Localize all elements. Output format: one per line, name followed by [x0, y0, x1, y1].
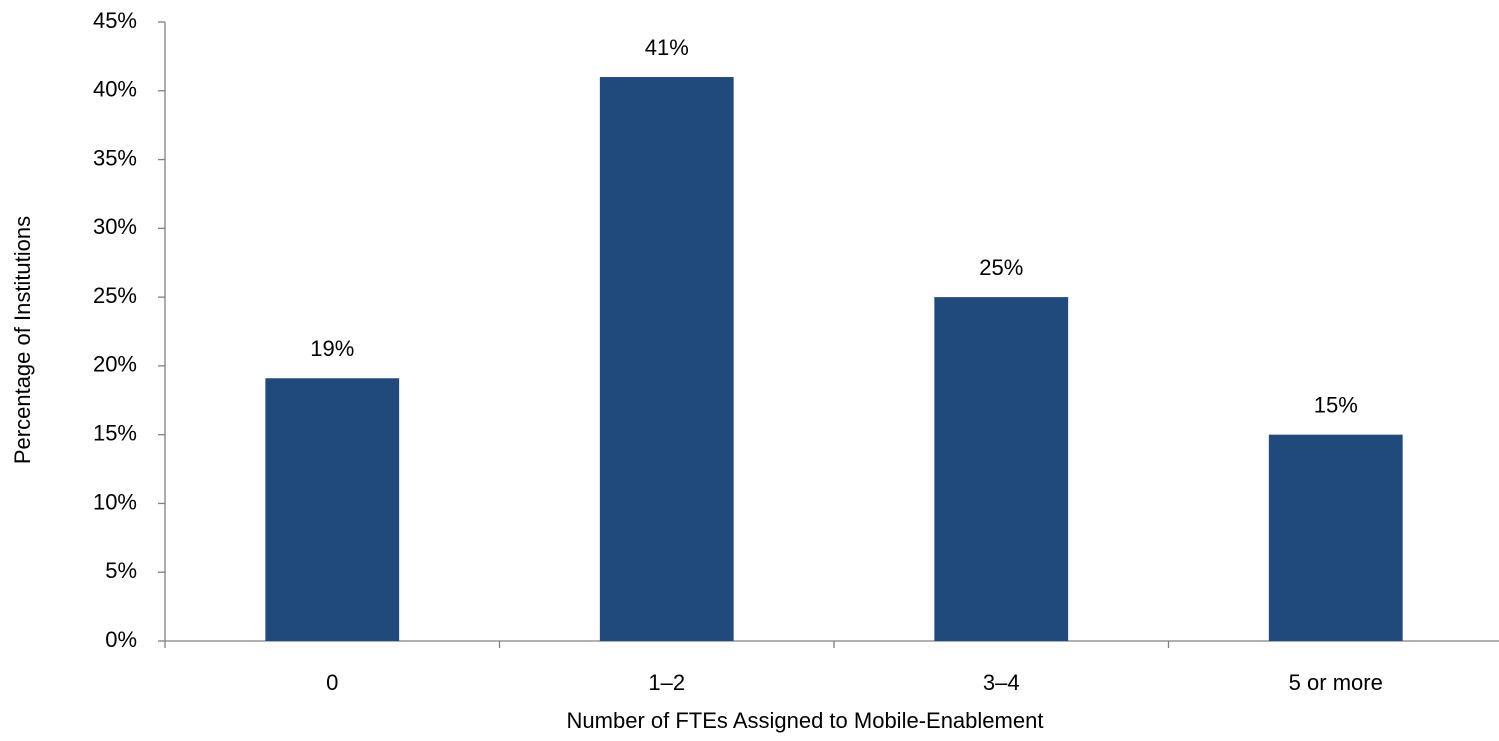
x-tick-label: 0	[326, 670, 338, 695]
y-tick-label: 0%	[105, 627, 137, 652]
y-axis-title: Percentage of Institutions	[10, 216, 35, 464]
y-tick-label: 10%	[93, 489, 137, 514]
y-tick-label: 30%	[93, 214, 137, 239]
data-label: 25%	[979, 255, 1023, 280]
y-tick-label: 35%	[93, 145, 137, 170]
data-label: 41%	[645, 35, 689, 60]
y-tick-label: 25%	[93, 283, 137, 308]
y-tick-label: 5%	[105, 558, 137, 583]
data-label: 19%	[310, 336, 354, 361]
x-tick-label: 3–4	[983, 670, 1020, 695]
y-tick-label: 45%	[93, 8, 137, 33]
y-tick-label: 20%	[93, 352, 137, 377]
x-tick-label: 1–2	[648, 670, 685, 695]
bar	[265, 378, 400, 641]
x-axis-title: Number of FTEs Assigned to Mobile-Enable…	[567, 708, 1044, 733]
bar	[934, 297, 1069, 641]
x-tick-label: 5 or more	[1289, 670, 1383, 695]
data-label: 15%	[1314, 392, 1358, 417]
bar	[599, 77, 734, 642]
y-tick-label: 15%	[93, 420, 137, 445]
bar	[1268, 434, 1403, 641]
y-tick-label: 40%	[93, 77, 137, 102]
